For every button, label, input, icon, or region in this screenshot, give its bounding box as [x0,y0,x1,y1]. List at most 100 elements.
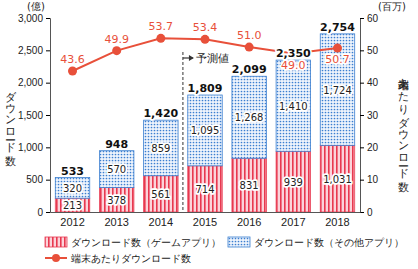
y2-tick-label: 50 [367,45,379,56]
y2-tick-label: 40 [367,77,379,88]
x-tick-label: 2016 [237,216,261,228]
bar [144,176,178,212]
bar [55,178,89,199]
y-tick-label: 0 [37,207,43,218]
data-label: 213 [63,200,82,211]
y2-tick-mark [360,115,364,116]
data-label: 320 [63,183,82,194]
legend-marker [52,254,60,262]
data-label: 859 [151,143,170,154]
data-label: 1,268 [235,112,264,123]
data-label: 1,410 [279,101,308,112]
y2-axis-unit: (百万) [378,1,406,12]
y2-tick-mark [360,18,364,19]
y2-tick: 10 [360,174,379,185]
data-label: 1,724 [323,85,352,96]
y-axis: 05001,0001,5002,0002,5003,000 [18,13,51,218]
y-tick-label: 1,000 [18,142,43,153]
y-tick-label: 1,500 [18,110,43,121]
y2-tick-mark [360,50,364,51]
y2-tick-mark [360,147,364,148]
y-tick-label: 2,000 [18,77,43,88]
data-label: 714 [195,184,214,195]
line-label: 50.7 [325,53,350,66]
y2-tick: 0 [360,207,373,218]
legend-label: ダウンロード数（その他アプリ） [254,237,404,248]
y-tick-mark [46,18,50,19]
bar [232,76,266,158]
y-axis-title: ダウンロード数 [4,83,17,167]
legend: ダウンロード数（ゲームアプリ）ダウンロード数（その他アプリ）端末あたりダウンロー… [45,237,404,264]
x-tick: 2017 [281,212,305,228]
y2-tick-mark [360,180,364,181]
y2-tick: 20 [360,142,379,153]
y-tick-mark [46,180,50,181]
x-axis-line [51,212,361,213]
bar [188,95,222,166]
y2-tick-mark [360,83,364,84]
x-tick: 2015 [193,212,217,228]
y-tick: 2,000 [18,77,50,88]
y-tick-mark [46,147,50,148]
y-tick: 0 [37,207,50,218]
y-axis-unit: (億) [27,1,45,12]
y2-tick: 40 [360,77,379,88]
y-tick: 1,000 [18,142,50,153]
y-tick-label: 500 [26,174,43,185]
forecast-divider [182,52,183,212]
data-label: 831 [240,180,259,191]
y-tick-label: 3,000 [18,13,43,24]
bar [276,151,310,212]
bar [55,198,89,212]
total-label: 948 [105,138,128,151]
y-axis-line [46,19,51,213]
line-marker [333,44,342,53]
y2-tick-label: 20 [367,142,379,153]
bar [144,120,178,176]
line-marker [156,34,165,43]
legend-label: ダウンロード数（ゲームアプリ） [71,237,221,248]
y2-tick-label: 10 [367,174,379,185]
x-axis: 2012 2013 2014 2015 2016 2017 2018 [51,212,361,228]
y2-tick: 30 [360,110,379,121]
y-tick: 1,500 [18,110,50,121]
x-tick: 2013 [104,212,128,228]
line-label: 49.0 [281,59,306,72]
forecast-arrow-head [189,55,194,61]
bar [99,151,133,188]
line-marker [245,43,254,52]
x-tick: 2014 [149,212,173,228]
y2-tick-label: 60 [367,13,379,24]
line-label: 49.9 [104,33,129,46]
y2-tick: 60 [360,13,379,24]
data-label: 570 [107,164,126,175]
bar [232,158,266,212]
line-marker [112,46,121,55]
data-label: 1,095 [191,125,220,136]
x-tick-label: 2015 [193,216,217,228]
bar [276,60,310,151]
y2-axis-title: 端末あたりダウンロード数 [397,70,410,193]
x-tick-label: 2018 [325,216,349,228]
y-tick-mark [46,115,50,116]
y2-axis: 0 10 20 30 40 50 60 [360,13,379,218]
legend-swatch [228,237,250,247]
x-tick-label: 2012 [60,216,84,228]
line-label: 43.6 [60,53,85,66]
y-tick-mark [46,83,50,84]
total-label: 1,809 [188,82,223,95]
total-label: 533 [61,165,84,178]
y2-tick: 50 [360,45,379,56]
y-tick: 500 [26,174,50,185]
chart: 05001,0001,5002,0002,5003,00001020304050… [0,0,418,269]
x-tick-label: 2013 [104,216,128,228]
x-tick-label: 2017 [281,216,305,228]
x-tick-label: 2014 [149,216,173,228]
line-marker [201,35,210,44]
data-label: 1,031 [323,174,352,185]
line-label: 53.4 [193,21,218,34]
data-label: 939 [284,177,303,188]
x-tick: 2012 [60,212,84,228]
line-label: 53.7 [149,20,174,33]
labels: 2133785617148319391,0313205708591,0951,2… [60,20,355,211]
